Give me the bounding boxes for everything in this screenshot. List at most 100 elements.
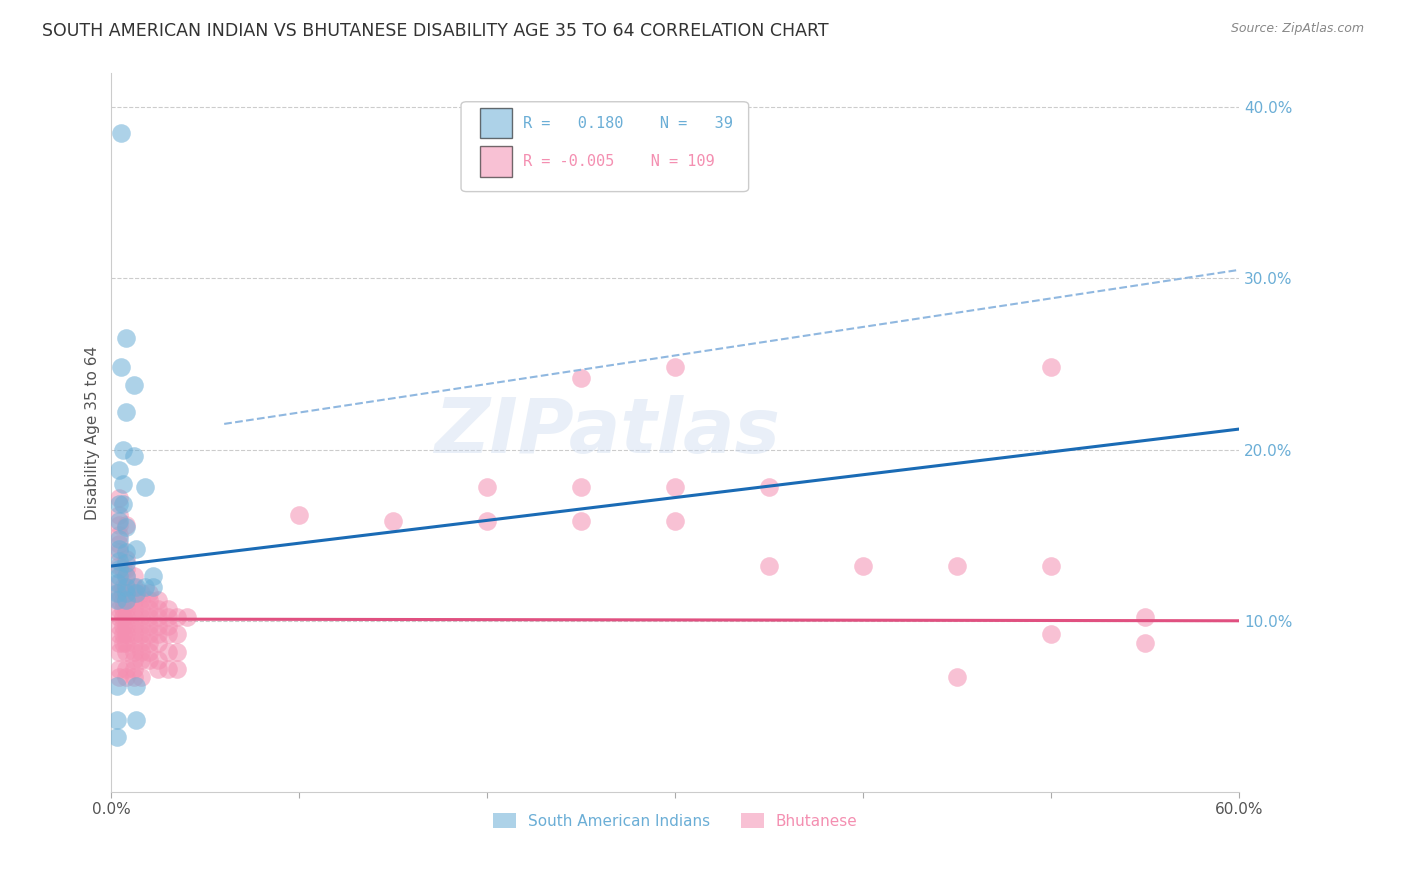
Point <box>122 450 145 464</box>
Point <box>108 554 131 568</box>
Text: ZIPatlas: ZIPatlas <box>434 395 780 469</box>
Point <box>108 593 131 607</box>
Point <box>148 610 170 624</box>
Point <box>1040 559 1063 574</box>
Point <box>122 602 145 616</box>
Point <box>166 662 188 676</box>
Point <box>166 610 188 624</box>
Point <box>108 541 131 556</box>
Point <box>111 442 134 457</box>
Point <box>122 670 145 684</box>
Point <box>122 644 145 658</box>
Point <box>1135 636 1157 650</box>
Point <box>105 586 128 600</box>
Point <box>115 586 138 600</box>
Point <box>131 586 153 600</box>
Point <box>115 569 138 583</box>
Point <box>122 580 145 594</box>
Point <box>115 517 138 532</box>
Point <box>111 586 134 600</box>
Point <box>122 586 145 600</box>
Point <box>108 559 131 574</box>
Point <box>105 593 128 607</box>
Point <box>758 480 780 494</box>
Point <box>166 644 188 658</box>
Point <box>142 580 165 594</box>
Point <box>108 545 131 559</box>
Point <box>115 670 138 684</box>
Point <box>108 636 131 650</box>
Point <box>115 627 138 641</box>
Point <box>477 480 499 494</box>
Text: R =   0.180    N =   39: R = 0.180 N = 39 <box>523 116 733 131</box>
Point <box>105 713 128 727</box>
Point <box>108 619 131 633</box>
Point <box>115 519 138 533</box>
Point <box>108 463 131 477</box>
Text: R = -0.005    N = 109: R = -0.005 N = 109 <box>523 154 714 169</box>
Point <box>115 619 138 633</box>
Point <box>122 636 145 650</box>
Point <box>138 610 160 624</box>
Point <box>115 405 138 419</box>
Point <box>115 644 138 658</box>
Point <box>138 627 160 641</box>
FancyBboxPatch shape <box>461 102 748 192</box>
Point <box>138 602 160 616</box>
Point <box>110 126 132 140</box>
Point <box>111 619 134 633</box>
Point <box>111 602 134 616</box>
FancyBboxPatch shape <box>481 146 512 177</box>
Point <box>138 586 160 600</box>
Point <box>108 497 131 511</box>
Point <box>111 627 134 641</box>
Point <box>148 653 170 667</box>
Point <box>111 497 134 511</box>
Point <box>138 636 160 650</box>
Point <box>108 662 131 676</box>
Point <box>664 515 686 529</box>
Point <box>115 331 138 345</box>
Point <box>125 713 148 727</box>
Point <box>125 541 148 556</box>
Point <box>108 610 131 624</box>
Point <box>148 593 170 607</box>
Point <box>852 559 875 574</box>
Point <box>148 662 170 676</box>
Point <box>111 636 134 650</box>
Point <box>108 537 131 551</box>
Point <box>108 517 131 532</box>
Point <box>105 679 128 693</box>
Point <box>131 602 153 616</box>
Point <box>122 653 145 667</box>
Point <box>176 610 198 624</box>
Point <box>115 552 138 566</box>
Point <box>115 586 138 600</box>
Point <box>105 730 128 744</box>
Point <box>156 602 179 616</box>
Point <box>108 532 131 546</box>
Point <box>108 528 131 542</box>
Point <box>115 545 138 559</box>
Point <box>664 480 686 494</box>
Point <box>1040 360 1063 375</box>
Point <box>569 370 592 384</box>
Point <box>108 569 131 583</box>
Point <box>131 619 153 633</box>
Point <box>156 644 179 658</box>
Point <box>108 515 131 529</box>
Point <box>111 476 134 491</box>
Point <box>148 627 170 641</box>
Point <box>105 576 128 591</box>
Point <box>115 593 138 607</box>
Legend: South American Indians, Bhutanese: South American Indians, Bhutanese <box>486 806 863 835</box>
Point <box>946 670 969 684</box>
FancyBboxPatch shape <box>481 108 512 138</box>
Point <box>569 515 592 529</box>
Point <box>166 627 188 641</box>
Point <box>108 602 131 616</box>
Point <box>131 644 153 658</box>
Point <box>148 619 170 633</box>
Point <box>122 619 145 633</box>
Y-axis label: Disability Age 35 to 64: Disability Age 35 to 64 <box>86 345 100 519</box>
